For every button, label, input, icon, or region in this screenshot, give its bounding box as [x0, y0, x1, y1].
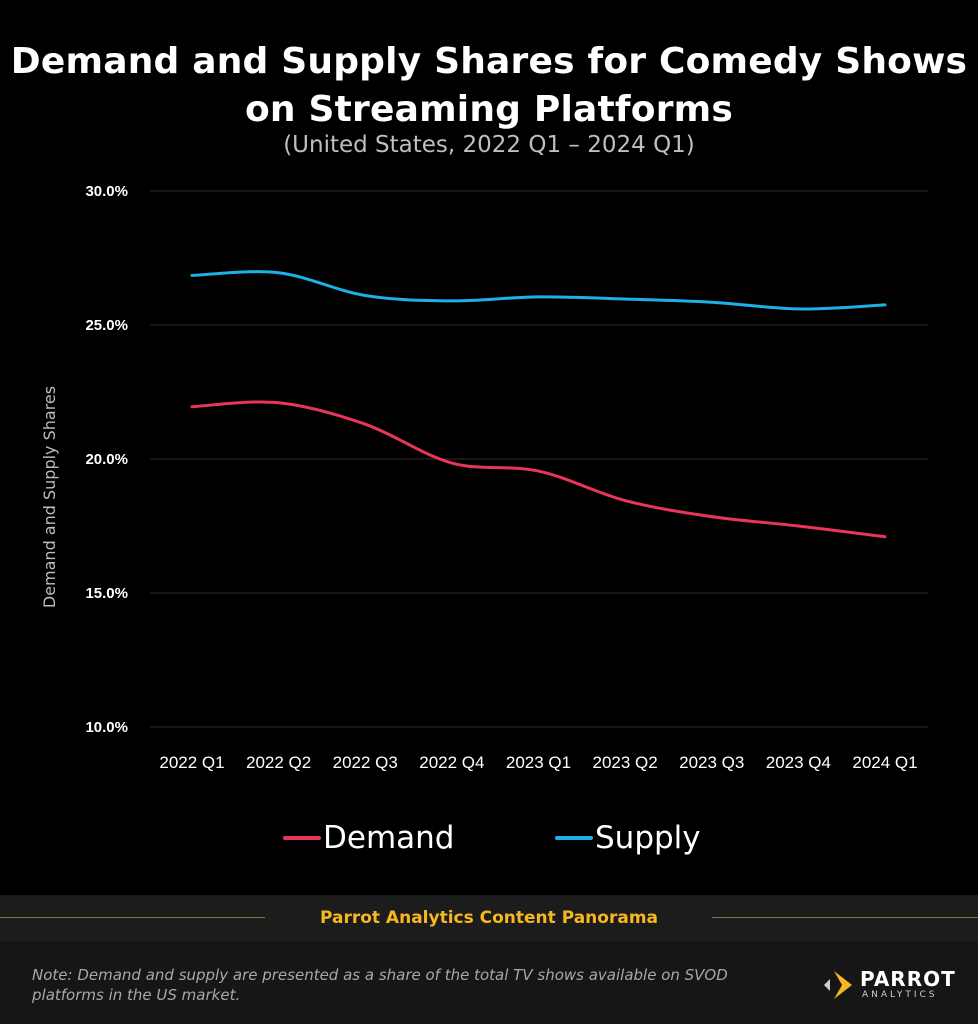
- x-tick-label: 2022 Q4: [419, 753, 484, 772]
- y-tick-label: 20.0%: [85, 451, 128, 468]
- parrot-analytics-logo: PARROT ANALYTICS: [820, 965, 960, 1005]
- legend-label-supply: Supply: [595, 820, 701, 856]
- x-tick-label: 2023 Q2: [593, 753, 658, 772]
- x-tick-label: 2022 Q3: [333, 753, 398, 772]
- y-tick-label: 30.0%: [85, 183, 128, 200]
- parrot-logo-icon: [824, 971, 852, 999]
- chart-title: Demand and Supply Shares for Comedy Show…: [10, 41, 968, 130]
- legend-swatch-demand: [283, 836, 321, 840]
- grid: [150, 190, 928, 728]
- source-band: Parrot Analytics Content Panorama: [0, 895, 978, 941]
- x-tick-label: 2023 Q4: [766, 753, 831, 772]
- series-line-supply: [190, 270, 887, 311]
- line-chart: 10.0% 15.0% 20.0% 25.0% 30.0% 2022 Q1 2022 Q2…: [40, 183, 928, 772]
- footnote: Note: Demand and supply are presented as…: [32, 966, 728, 1004]
- y-tick-label: 25.0%: [85, 317, 128, 334]
- series-line-demand: [190, 400, 887, 539]
- y-axis-label: Demand and Supply Shares: [40, 386, 59, 608]
- footer: Note: Demand and supply are presented as…: [0, 941, 978, 1024]
- logo-wordmark: PARROT: [860, 967, 956, 991]
- band-rule-left: [0, 917, 265, 918]
- x-tick-label: 2023 Q1: [506, 753, 571, 772]
- y-axis-ticks: 10.0% 15.0% 20.0% 25.0% 30.0%: [85, 183, 128, 736]
- legend-item-supply: Supply: [555, 820, 701, 856]
- chart-subtitle: (United States, 2022 Q1 – 2024 Q1): [283, 132, 695, 158]
- x-tick-label: 2024 Q1: [852, 753, 917, 772]
- y-tick-label: 15.0%: [85, 585, 128, 602]
- legend-label-demand: Demand: [323, 820, 455, 856]
- logo-subtext: ANALYTICS: [862, 990, 938, 1000]
- source-text: Parrot Analytics Content Panorama: [319, 908, 659, 928]
- x-tick-label: 2022 Q1: [159, 753, 224, 772]
- series-lines: [190, 270, 887, 539]
- x-tick-label: 2022 Q2: [246, 753, 311, 772]
- x-tick-label: 2023 Q3: [679, 753, 744, 772]
- legend-item-demand: Demand: [283, 820, 454, 856]
- x-axis-ticks: 2022 Q1 2022 Q2 2022 Q3 2022 Q4 2023 Q1 2023 …: [159, 753, 917, 772]
- legend: Demand Supply: [0, 820, 978, 864]
- y-tick-label: 10.0%: [85, 719, 128, 736]
- band-rule-right: [712, 917, 978, 918]
- legend-swatch-supply: [555, 836, 593, 840]
